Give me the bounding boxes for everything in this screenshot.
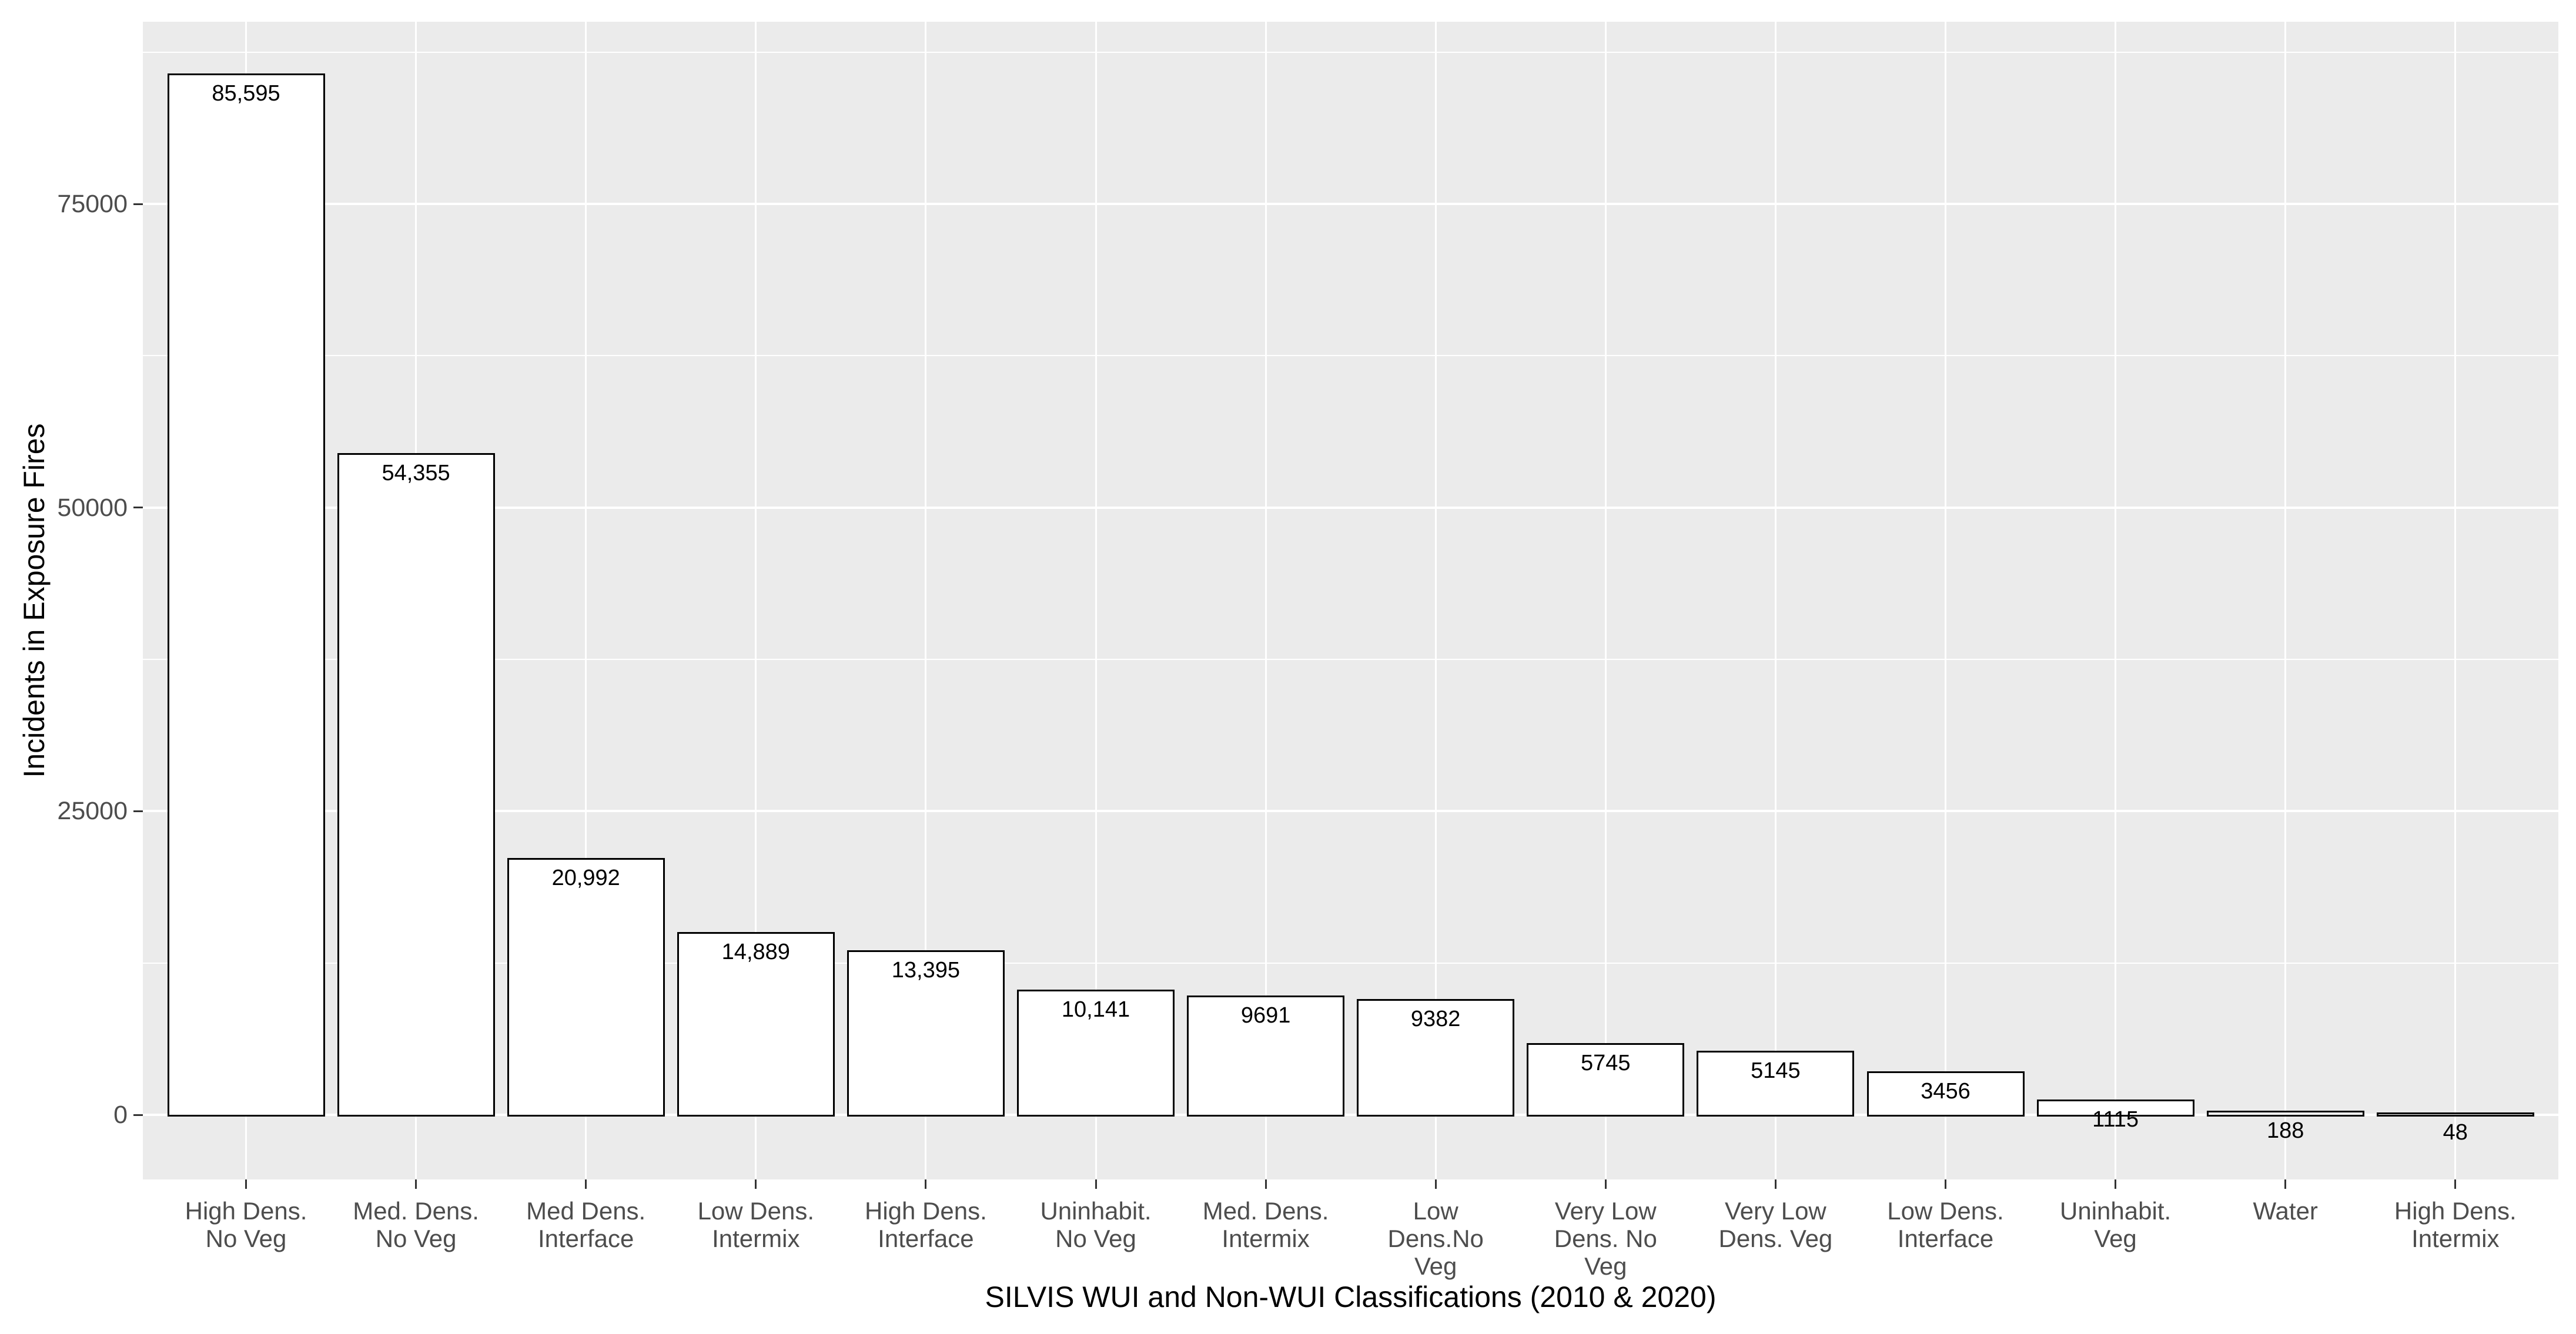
bar-value-label: 13,395 bbox=[891, 958, 960, 983]
grid-major-x bbox=[1945, 22, 1946, 1179]
x-axis-tick-label: Low Dens. Intermix bbox=[697, 1197, 815, 1252]
bar-value-label: 3456 bbox=[1921, 1079, 1971, 1104]
grid-major-y bbox=[143, 810, 2558, 813]
grid-major-x bbox=[2115, 22, 2117, 1179]
x-axis-tick-label: Med Dens. Interface bbox=[526, 1197, 646, 1252]
bar bbox=[507, 858, 665, 1117]
bar-value-label: 5745 bbox=[1581, 1051, 1631, 1075]
grid-minor-y bbox=[143, 355, 2558, 357]
bar bbox=[1187, 996, 1345, 1117]
x-axis-tick bbox=[2284, 1179, 2287, 1189]
x-axis-tick-label: High Dens. Intermix bbox=[2394, 1197, 2517, 1252]
bar-value-label: 85,595 bbox=[212, 81, 280, 106]
grid-major-x bbox=[1095, 22, 1097, 1179]
grid-major-x bbox=[1604, 22, 1607, 1179]
grid-major-x bbox=[925, 22, 927, 1179]
bar bbox=[167, 73, 325, 1117]
grid-major-x bbox=[2284, 22, 2287, 1179]
bar-value-label: 10,141 bbox=[1061, 997, 1130, 1022]
x-axis-tick-label: Water bbox=[2253, 1197, 2318, 1225]
x-axis-tick bbox=[585, 1179, 587, 1189]
grid-major-x bbox=[1434, 22, 1437, 1179]
x-axis-tick-label: Very Low Dens. No Veg bbox=[1554, 1197, 1657, 1280]
bar bbox=[1697, 1051, 1855, 1117]
y-axis-tick-label: 25000 bbox=[57, 797, 128, 826]
x-axis-tick bbox=[755, 1179, 757, 1189]
grid-minor-y bbox=[143, 51, 2558, 53]
bar bbox=[677, 932, 835, 1117]
grid-major-x bbox=[2454, 22, 2457, 1179]
bar bbox=[1357, 999, 1515, 1117]
bar-value-label: 54,355 bbox=[382, 461, 450, 485]
grid-major-x bbox=[1774, 22, 1777, 1179]
bar bbox=[1017, 990, 1175, 1117]
x-axis-tick-label: Uninhabit. No Veg bbox=[1040, 1197, 1152, 1252]
plot-panel bbox=[143, 22, 2558, 1179]
grid-major-y bbox=[143, 203, 2558, 205]
y-axis-tick-label: 75000 bbox=[57, 190, 128, 218]
x-axis-tick-label: High Dens. No Veg bbox=[185, 1197, 307, 1252]
x-axis-tick-label: High Dens. Interface bbox=[865, 1197, 987, 1252]
bar bbox=[847, 950, 1005, 1117]
grid-major-x bbox=[585, 22, 587, 1179]
y-axis-tick-label: 50000 bbox=[57, 493, 128, 522]
grid-minor-y bbox=[143, 962, 2558, 964]
bar bbox=[2376, 1112, 2534, 1117]
grid-major-x bbox=[1264, 22, 1267, 1179]
x-axis-tick-label: Uninhabit. Veg bbox=[2060, 1197, 2172, 1252]
grid-major-x bbox=[755, 22, 757, 1179]
bar bbox=[2206, 1111, 2364, 1117]
y-axis-tick bbox=[133, 1114, 143, 1116]
x-axis-tick bbox=[415, 1179, 417, 1189]
x-axis-tick bbox=[2115, 1179, 2117, 1189]
bar-value-label: 188 bbox=[2266, 1118, 2304, 1143]
x-axis-tick bbox=[245, 1179, 247, 1189]
bar bbox=[1527, 1043, 1685, 1117]
bar-value-label: 48 bbox=[2443, 1120, 2468, 1145]
y-axis-tick-label: 0 bbox=[113, 1101, 128, 1129]
x-axis-tick bbox=[925, 1179, 927, 1189]
bar-value-label: 14,889 bbox=[721, 940, 790, 964]
grid-minor-y bbox=[143, 659, 2558, 660]
y-axis-tick bbox=[133, 507, 143, 509]
bar-value-label: 20,992 bbox=[551, 866, 620, 890]
x-axis-tick-label: Very Low Dens. Veg bbox=[1718, 1197, 1833, 1252]
x-axis-tick-label: Low Dens.No Veg bbox=[1387, 1197, 1484, 1280]
bar-value-label: 5145 bbox=[1751, 1058, 1801, 1083]
bar-value-label: 1115 bbox=[2092, 1107, 2139, 1132]
grid-major-y bbox=[143, 506, 2558, 509]
x-axis-tick bbox=[1434, 1179, 1437, 1189]
x-axis-tick bbox=[1945, 1179, 1946, 1189]
y-axis-tick bbox=[133, 203, 143, 205]
y-axis-tick bbox=[133, 810, 143, 812]
x-axis-tick bbox=[1264, 1179, 1267, 1189]
x-axis-tick bbox=[1774, 1179, 1777, 1189]
x-axis-title: SILVIS WUI and Non-WUI Classifications (… bbox=[985, 1281, 1717, 1313]
bar-value-label: 9382 bbox=[1410, 1007, 1461, 1031]
bar bbox=[2036, 1100, 2194, 1117]
x-axis-tick bbox=[2454, 1179, 2457, 1189]
grid-major-y bbox=[143, 1114, 2558, 1116]
x-axis-tick bbox=[1095, 1179, 1097, 1189]
x-axis-tick-label: Med. Dens. No Veg bbox=[353, 1197, 479, 1252]
bar-value-label: 9691 bbox=[1240, 1003, 1291, 1028]
bar bbox=[337, 453, 495, 1117]
x-axis-tick-label: Med. Dens. Intermix bbox=[1202, 1197, 1329, 1252]
x-axis-tick-label: Low Dens. Interface bbox=[1887, 1197, 2004, 1252]
x-axis-tick bbox=[1604, 1179, 1607, 1189]
bar bbox=[1866, 1071, 2025, 1117]
